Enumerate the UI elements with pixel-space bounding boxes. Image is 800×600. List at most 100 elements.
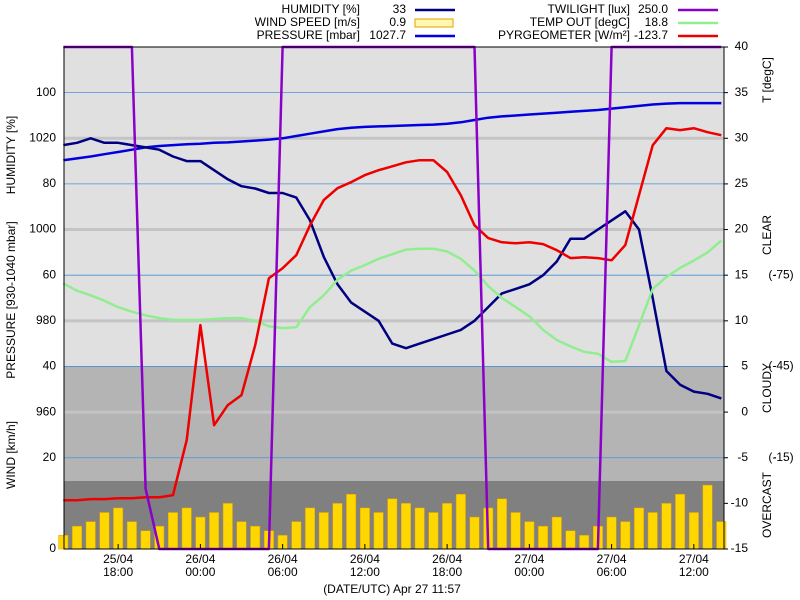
- wind-bar: [222, 503, 233, 550]
- wind-bar: [359, 507, 370, 550]
- y3-tick-label: (-75): [768, 267, 793, 281]
- wind-bar: [72, 525, 82, 550]
- x-tick-label: 27/04: [514, 552, 544, 566]
- legend-label: PYRGEOMETER [W/m²]: [498, 28, 630, 42]
- legend-value: 0.9: [389, 15, 406, 29]
- y2-tick-label: 25: [735, 176, 749, 190]
- wind-bar: [291, 521, 302, 550]
- legend-label: TEMP OUT [degC]: [530, 15, 630, 29]
- y2-tick-label: -10: [731, 496, 749, 510]
- wind-bar: [236, 521, 247, 550]
- y-tick-label: 960: [36, 404, 56, 418]
- y2-tick-label: 30: [735, 130, 749, 144]
- wind-bar: [579, 535, 590, 550]
- x-tick-label: 00:00: [185, 565, 215, 579]
- y-tick-label: 60: [43, 267, 57, 281]
- x-tick-label: 06:00: [597, 565, 627, 579]
- x-tick-label: 18:00: [432, 565, 462, 579]
- x-tick-label: 25/04: [103, 552, 133, 566]
- x-tick-label: 12:00: [679, 565, 709, 579]
- legend-value: -123.7: [634, 28, 668, 42]
- sky-label: CLEAR: [760, 215, 774, 255]
- wind-bar: [387, 498, 398, 550]
- y3-tick-label: (-15): [768, 450, 793, 464]
- plot-frame: [63, 46, 725, 550]
- wind-bar: [661, 503, 672, 550]
- x-tick-label: 26/04: [268, 552, 298, 566]
- x-tick-label: 18:00: [103, 565, 133, 579]
- legend-value: 250.0: [638, 2, 668, 16]
- clear-band: [64, 47, 724, 366]
- temp-axis-label: T [degC]: [760, 57, 774, 103]
- y2-tick-label: 0: [741, 404, 748, 418]
- legend-label: PRESSURE [mbar]: [257, 28, 360, 42]
- x-tick-label: 26/04: [185, 552, 215, 566]
- y-tick-label: 40: [43, 359, 57, 373]
- y-tick-label: 20: [43, 450, 57, 464]
- humidity-axis-label: HUMIDITY [%]: [4, 116, 18, 194]
- wind-bar: [250, 525, 261, 550]
- wind-bar: [428, 512, 439, 550]
- wind-bar: [318, 512, 329, 550]
- legend-swatch: [414, 18, 454, 28]
- wind-bar: [140, 530, 151, 550]
- pressure-axis-label: PRESSURE [930-1040 mbar]: [4, 221, 18, 378]
- x-tick-label: 00:00: [514, 565, 544, 579]
- wind-bar: [401, 503, 411, 550]
- y-tick-label: 80: [43, 176, 57, 190]
- y2-tick-label: 35: [735, 85, 749, 99]
- wind-bar: [510, 512, 521, 550]
- series-line: [62, 239, 723, 364]
- wind-bar: [414, 507, 425, 550]
- wind-bar: [496, 498, 507, 550]
- wind-bar: [332, 503, 343, 550]
- y2-tick-label: 20: [735, 222, 749, 236]
- wind-bar: [58, 535, 69, 550]
- wind-bar: [442, 503, 453, 550]
- x-tick-label: 26/04: [432, 552, 462, 566]
- x-tick-label: 12:00: [350, 565, 380, 579]
- wind-bar: [126, 521, 137, 550]
- y3-tick-label: (-45): [768, 359, 793, 373]
- wind-bar: [346, 493, 357, 550]
- series-line: [63, 126, 722, 502]
- wind-bar: [716, 521, 727, 550]
- x-tick-label: 06:00: [268, 565, 298, 579]
- wind-bar: [538, 525, 549, 550]
- sky-label: CLOUDY: [760, 363, 774, 413]
- series-line: [63, 101, 722, 162]
- wind-axis-label: WIND [km/h]: [4, 421, 18, 489]
- y-tick-label: 1020: [29, 130, 56, 144]
- x-tick-label: 26/04: [350, 552, 380, 566]
- wind-bar: [702, 484, 713, 550]
- legend-label: WIND SPEED [m/s]: [255, 15, 360, 29]
- legend-label: TWILIGHT [lux]: [548, 2, 630, 16]
- wind-bar: [85, 521, 96, 550]
- cloudy-band: [64, 366, 724, 481]
- y-tick-label: 0: [49, 541, 56, 555]
- legend-value: 18.8: [645, 15, 669, 29]
- y-tick-label: 100: [36, 85, 56, 99]
- wind-bar: [305, 507, 316, 550]
- wind-bar: [688, 512, 699, 550]
- y-tick-label: 1000: [29, 222, 56, 236]
- wind-bar: [647, 512, 658, 550]
- wind-bar: [113, 507, 124, 550]
- wind-bar: [565, 530, 576, 550]
- wind-bar: [469, 516, 480, 550]
- wind-bar: [99, 512, 110, 550]
- wind-bar: [209, 512, 220, 550]
- y2-tick-label: 10: [735, 313, 749, 327]
- sky-label: OVERCAST: [760, 471, 774, 538]
- wind-bar: [455, 493, 466, 550]
- x-tick-label: 27/04: [679, 552, 709, 566]
- legend-label: HUMIDITY [%]: [282, 2, 360, 16]
- series-line: [63, 137, 722, 400]
- wind-bar: [620, 521, 631, 550]
- y2-tick-label: -15: [731, 541, 749, 555]
- y2-tick-label: 15: [735, 267, 749, 281]
- y-tick-label: 980: [36, 313, 56, 327]
- legend-value: 1027.7: [369, 28, 406, 42]
- wind-bar: [168, 512, 178, 550]
